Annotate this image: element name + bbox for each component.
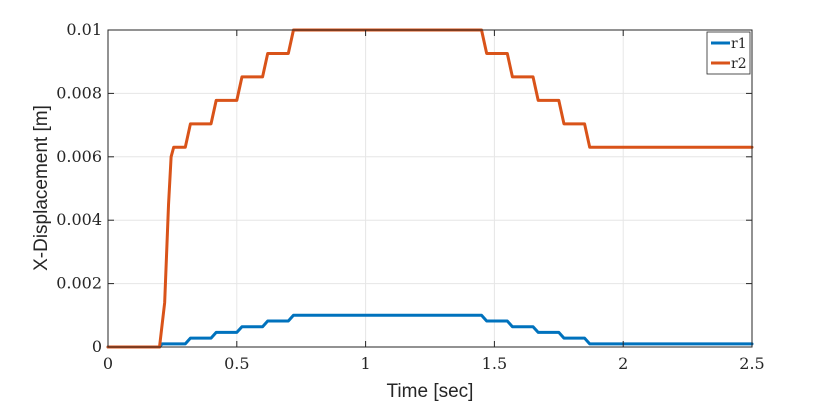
- x-tick-label: 0.5: [224, 354, 249, 373]
- legend-label-r2: r2: [731, 56, 747, 72]
- x-axis-label: Time [sec]: [387, 381, 474, 402]
- grid: [108, 30, 752, 347]
- plot-area: [108, 30, 752, 347]
- y-tick-label: 0.01: [66, 20, 102, 39]
- series-line-r1: [106, 313, 754, 349]
- x-tick-label: 1.5: [482, 354, 507, 373]
- y-axis-label: X-Displacement [m]: [31, 105, 52, 271]
- ticks: [107, 29, 753, 348]
- y-tick-label: 0: [92, 337, 102, 356]
- y-tick-label: 0.004: [56, 210, 102, 229]
- series-layer: [106, 28, 754, 349]
- x-tick-labels: 0 0.5 1 1.5 2 2.5: [103, 354, 765, 373]
- x-tick-label: 1: [361, 354, 371, 373]
- legend[interactable]: r1 r2: [706, 31, 751, 75]
- x-tick-label: 2: [618, 354, 628, 373]
- series-line-r2: [106, 28, 754, 349]
- y-tick-label: 0.008: [56, 83, 102, 102]
- y-tick-label: 0.006: [56, 147, 102, 166]
- legend-box: [706, 31, 751, 75]
- y-tick-labels: 0 0.002 0.004 0.006 0.008 0.01: [56, 20, 102, 356]
- y-tick-label: 0.002: [56, 274, 102, 293]
- legend-label-r1: r1: [731, 36, 747, 52]
- plot-frame: [107, 29, 753, 348]
- x-tick-label: 2.5: [739, 354, 764, 373]
- x-tick-label: 0: [103, 354, 113, 373]
